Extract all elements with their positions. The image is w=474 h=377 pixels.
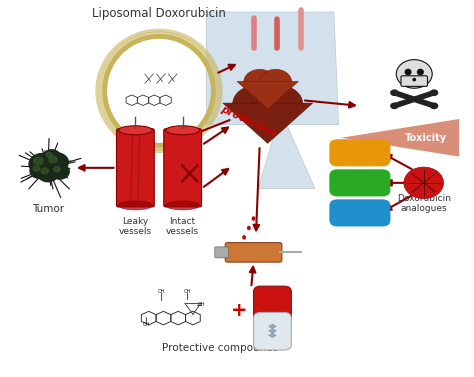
Ellipse shape — [165, 201, 200, 210]
Circle shape — [396, 60, 432, 88]
Circle shape — [30, 163, 49, 178]
Ellipse shape — [118, 126, 153, 135]
Text: Protective compounds: Protective compounds — [162, 343, 279, 353]
FancyBboxPatch shape — [117, 129, 155, 207]
Polygon shape — [237, 81, 299, 109]
Text: OH: OH — [198, 302, 205, 307]
Circle shape — [54, 167, 60, 172]
Text: OH: OH — [143, 322, 150, 327]
Circle shape — [244, 69, 276, 95]
Circle shape — [37, 165, 58, 182]
Circle shape — [49, 156, 57, 163]
FancyBboxPatch shape — [329, 199, 391, 227]
FancyBboxPatch shape — [401, 76, 428, 86]
FancyBboxPatch shape — [329, 169, 391, 196]
Polygon shape — [269, 333, 276, 338]
Ellipse shape — [242, 235, 246, 239]
Circle shape — [390, 103, 399, 109]
FancyBboxPatch shape — [164, 129, 201, 207]
Polygon shape — [269, 324, 276, 329]
Text: OH: OH — [183, 288, 191, 294]
Text: Tumor: Tumor — [32, 204, 64, 213]
Circle shape — [430, 89, 438, 96]
Circle shape — [430, 103, 438, 109]
Circle shape — [404, 167, 444, 199]
Ellipse shape — [118, 201, 153, 210]
Circle shape — [50, 164, 69, 179]
Text: Intact
vessels: Intact vessels — [166, 217, 199, 236]
FancyBboxPatch shape — [254, 286, 292, 324]
Circle shape — [34, 157, 43, 165]
FancyBboxPatch shape — [329, 139, 391, 166]
Polygon shape — [223, 103, 313, 143]
Ellipse shape — [252, 216, 255, 221]
Ellipse shape — [247, 226, 251, 230]
Text: Leaky
vessels: Leaky vessels — [119, 217, 152, 236]
Text: Toxicity: Toxicity — [405, 133, 447, 143]
Polygon shape — [269, 329, 276, 333]
Circle shape — [46, 152, 52, 157]
Text: Doxorubicin
analogues: Doxorubicin analogues — [397, 194, 451, 213]
Ellipse shape — [404, 69, 411, 75]
Polygon shape — [206, 12, 338, 188]
Circle shape — [233, 86, 279, 123]
Text: Liposomal Doxorubicin: Liposomal Doxorubicin — [92, 7, 226, 20]
FancyBboxPatch shape — [254, 313, 292, 350]
Circle shape — [390, 89, 399, 96]
Ellipse shape — [412, 78, 416, 81]
Circle shape — [43, 150, 60, 163]
Text: +: + — [231, 301, 247, 320]
Circle shape — [260, 69, 292, 95]
Ellipse shape — [417, 69, 424, 75]
Circle shape — [256, 86, 303, 123]
FancyBboxPatch shape — [225, 242, 282, 262]
FancyBboxPatch shape — [215, 247, 228, 258]
Polygon shape — [341, 119, 459, 156]
Text: OH: OH — [158, 289, 165, 294]
Circle shape — [41, 168, 48, 174]
Circle shape — [29, 153, 55, 175]
Circle shape — [45, 153, 68, 172]
Text: protection: protection — [219, 104, 278, 138]
Ellipse shape — [165, 126, 200, 135]
Circle shape — [33, 166, 40, 171]
